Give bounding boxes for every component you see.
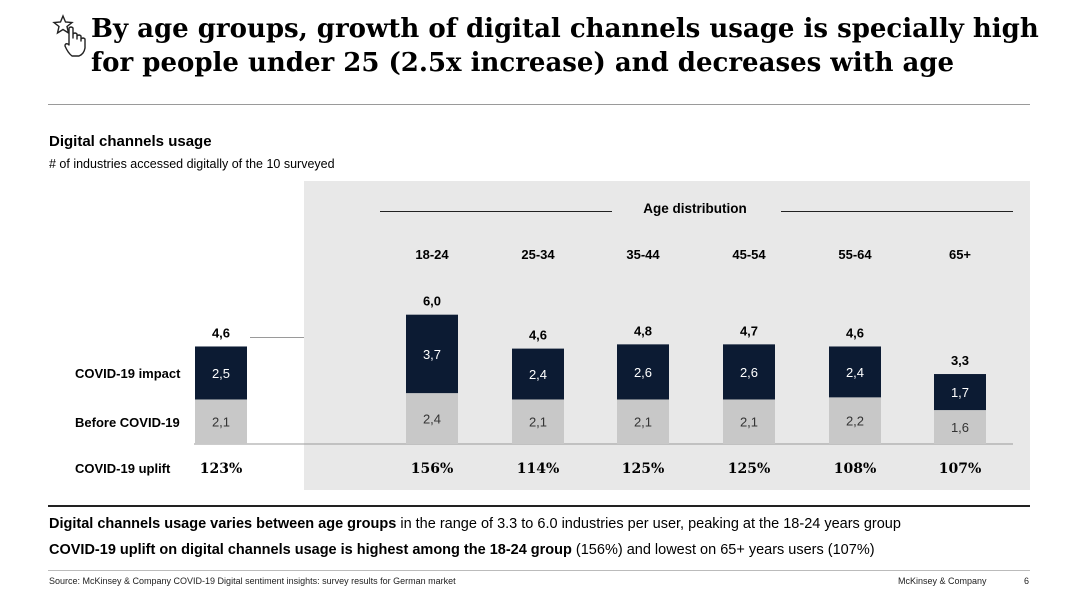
uplift-25-34: 114% bbox=[517, 461, 560, 477]
chart-subtitle: # of industries accessed digitally of th… bbox=[49, 157, 335, 171]
bar-impact-65- bbox=[934, 374, 986, 411]
summary-divider bbox=[48, 505, 1030, 507]
label-total-25-34: 4,6 bbox=[529, 328, 547, 343]
footer-page-number: 6 bbox=[1024, 576, 1030, 586]
category-label-45-54: 45-54 bbox=[732, 247, 766, 262]
summary-line-1: Digital channels usage varies between ag… bbox=[49, 516, 901, 532]
bar-impact-25-34 bbox=[512, 348, 564, 400]
age-distribution-line-right bbox=[781, 211, 1013, 212]
chart-title: Digital channels usage bbox=[49, 133, 212, 150]
category-label-25-34: 25-34 bbox=[521, 247, 555, 262]
footer-divider bbox=[48, 570, 1030, 571]
category-label-35-44: 35-44 bbox=[626, 247, 660, 262]
bar-impact-18-24 bbox=[406, 314, 458, 394]
category-label-65-: 65+ bbox=[949, 247, 971, 262]
bar-before-55-64 bbox=[829, 397, 881, 444]
bar-before-45-54 bbox=[723, 399, 775, 444]
label-impact-18-24: 3,7 bbox=[423, 347, 441, 362]
uplift-35-44: 125% bbox=[622, 461, 665, 477]
label-impact-35-44: 2,6 bbox=[634, 365, 652, 380]
row-label-covid-impact: COVID-19 impact bbox=[75, 366, 181, 381]
bar-impact-45-54 bbox=[723, 344, 775, 400]
bar-impact-55-64 bbox=[829, 346, 881, 398]
uplift-total: 123% bbox=[200, 461, 243, 477]
summary-line-1-bold: Digital channels usage varies between ag… bbox=[49, 516, 397, 532]
label-total-65-: 3,3 bbox=[951, 353, 969, 368]
hand-pointer-star-icon bbox=[52, 14, 86, 57]
footer-source: Source: McKinsey & Company COVID-19 Digi… bbox=[49, 576, 456, 586]
summary-line-2: COVID-19 uplift on digital channels usag… bbox=[49, 542, 875, 558]
uplift-55-64: 108% bbox=[834, 461, 877, 477]
label-total-55-64: 4,6 bbox=[846, 325, 864, 340]
bar-before-18-24 bbox=[406, 393, 458, 444]
label-impact-total: 2,5 bbox=[212, 366, 230, 381]
uplift-18-24: 156% bbox=[411, 461, 454, 477]
bar-before-35-44 bbox=[617, 399, 669, 444]
summary-line-2-bold: COVID-19 uplift on digital channels usag… bbox=[49, 542, 572, 558]
summary-line-2-rest: (156%) and lowest on 65+ years users (10… bbox=[571, 542, 875, 558]
label-before-35-44: 2,1 bbox=[634, 415, 652, 430]
label-total-35-44: 4,8 bbox=[634, 323, 652, 338]
label-impact-55-64: 2,4 bbox=[846, 365, 864, 380]
title-divider bbox=[48, 104, 1030, 105]
label-before-65-: 1,6 bbox=[951, 420, 969, 435]
label-before-18-24: 2,4 bbox=[423, 412, 441, 427]
row-label-uplift: COVID-19 uplift bbox=[75, 461, 171, 476]
age-distribution-label: Age distribution bbox=[643, 201, 747, 216]
bar-before-total bbox=[195, 399, 247, 444]
category-label-18-24: 18-24 bbox=[415, 247, 449, 262]
bar-before-25-34 bbox=[512, 399, 564, 444]
label-impact-45-54: 2,6 bbox=[740, 365, 758, 380]
row-label-before-covid: Before COVID-19 bbox=[75, 415, 180, 430]
label-total-total: 4,6 bbox=[212, 325, 230, 340]
label-total-45-54: 4,7 bbox=[740, 323, 758, 338]
bar-impact-35-44 bbox=[617, 344, 669, 400]
category-label-55-64: 55-64 bbox=[838, 247, 872, 262]
label-before-25-34: 2,1 bbox=[529, 415, 547, 430]
uplift-65-: 107% bbox=[939, 461, 982, 477]
bar-before-65- bbox=[934, 410, 986, 444]
label-before-45-54: 2,1 bbox=[740, 415, 758, 430]
label-impact-65-: 1,7 bbox=[951, 385, 969, 400]
page-title: By age groups, growth of digital channel… bbox=[91, 14, 1039, 78]
bar-impact-total bbox=[195, 346, 247, 400]
label-before-total: 2,1 bbox=[212, 415, 230, 430]
footer-brand: McKinsey & Company bbox=[898, 576, 987, 586]
age-distribution-line-left bbox=[380, 211, 612, 212]
label-total-18-24: 6,0 bbox=[423, 294, 441, 309]
summary-line-1-rest: in the range of 3.3 to 6.0 industries pe… bbox=[396, 516, 901, 532]
label-before-55-64: 2,2 bbox=[846, 414, 864, 429]
uplift-45-54: 125% bbox=[728, 461, 771, 477]
label-impact-25-34: 2,4 bbox=[529, 367, 547, 382]
